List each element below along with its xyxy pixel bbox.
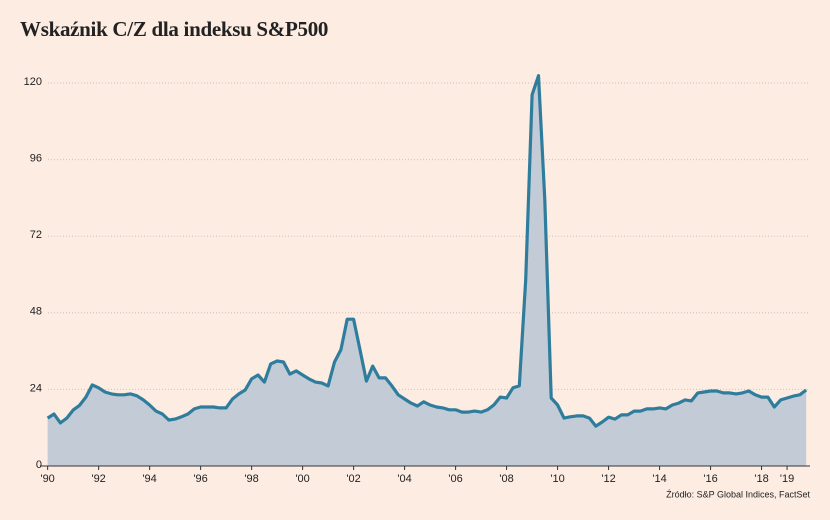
x-tick-label: '92: [91, 473, 105, 485]
x-tick-label: '06: [448, 473, 462, 485]
y-tick-label: 96: [30, 153, 42, 165]
x-tick-label: '10: [550, 473, 564, 485]
x-tick-label: '02: [346, 473, 360, 485]
x-tick-label: '18: [754, 473, 768, 485]
y-tick-label: 72: [30, 229, 42, 241]
x-tick-label: '08: [499, 473, 513, 485]
x-tick-label: '00: [295, 473, 309, 485]
x-tick-label: '96: [193, 473, 207, 485]
x-tick-label: '14: [652, 473, 666, 485]
x-tick-label: '98: [244, 473, 258, 485]
y-tick-label: 120: [24, 76, 42, 88]
source-note: Źródło: S&P Global Indices, FactSet: [666, 489, 810, 499]
line: [46, 74, 808, 428]
area: [47, 75, 807, 466]
y-tick-label: 24: [30, 382, 42, 394]
x-tick-label: '19: [780, 473, 794, 485]
x-tick-label: '94: [142, 473, 156, 485]
y-tick-label: 48: [30, 306, 42, 318]
x-tick-label: '04: [397, 473, 411, 485]
chart-title: Wskaźnik C/Z dla indeksu S&P500: [20, 17, 328, 41]
x-tick-label: '12: [601, 473, 615, 485]
x-tick-label: '16: [703, 473, 717, 485]
x-tick-label: '90: [40, 473, 54, 485]
y-tick-label: 0: [36, 459, 42, 471]
